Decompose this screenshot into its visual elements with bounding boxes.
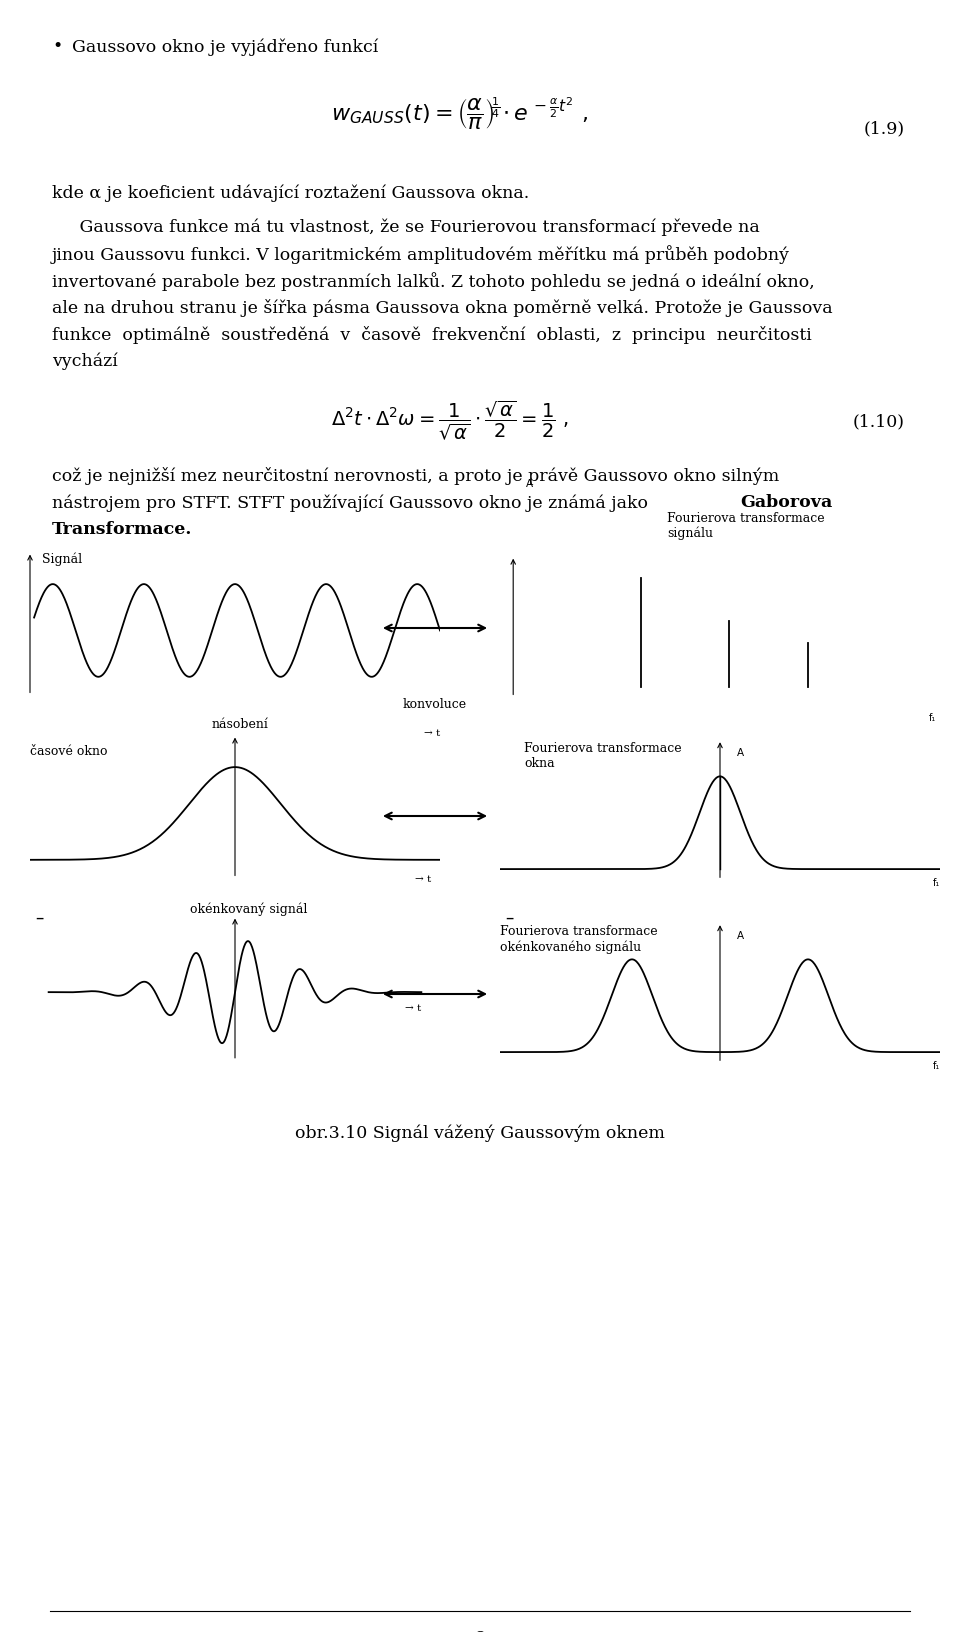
Text: vychází: vychází [52, 353, 118, 370]
Text: → t: → t [405, 1004, 421, 1012]
Text: časové okno: časové okno [30, 744, 108, 757]
Text: A: A [526, 478, 534, 490]
Text: Gaussova funkce má tu vlastnost, že se Fourierovou transformací převede na: Gaussova funkce má tu vlastnost, že se F… [52, 217, 759, 235]
Text: Fourierova transformace
okna: Fourierova transformace okna [524, 741, 682, 770]
Text: –: – [35, 909, 43, 927]
Text: Gaussovo okno je vyjádřeno funkcí: Gaussovo okno je vyjádřeno funkcí [72, 38, 378, 55]
Text: A: A [737, 747, 744, 757]
Text: Transformace.: Transformace. [52, 521, 192, 537]
Text: f₁: f₁ [933, 876, 940, 886]
Text: Gaborova: Gaborova [740, 494, 832, 511]
Text: •: • [52, 38, 62, 55]
Text: A: A [737, 930, 744, 940]
Text: → t: → t [423, 728, 440, 738]
Text: obr.3.10 Signál vážený Gaussovým oknem: obr.3.10 Signál vážený Gaussovým oknem [295, 1124, 665, 1142]
Text: f₁: f₁ [933, 1059, 940, 1071]
Text: okénkovaný signál: okénkovaný signál [190, 902, 307, 916]
Text: (1.10): (1.10) [853, 413, 905, 429]
Text: Fourierova transformace
signálu: Fourierova transformace signálu [667, 511, 825, 540]
Text: Fourierova transformace
okénkovaného signálu: Fourierova transformace okénkovaného sig… [500, 925, 658, 953]
Text: funkce  optimálně  soustředěná  v  časově  frekvenční  oblasti,  z  principu  ne: funkce optimálně soustředěná v časově fr… [52, 326, 812, 344]
Text: kde α je koeficient udávající roztažení Gaussova okna.: kde α je koeficient udávající roztažení … [52, 184, 529, 202]
Text: konvoluce: konvoluce [403, 697, 468, 710]
Text: jinou Gaussovu funkci. V logaritmickém amplitudovém měřítku má průběh podobný: jinou Gaussovu funkci. V logaritmickém a… [52, 245, 790, 264]
Text: –: – [505, 909, 514, 927]
Text: f₁: f₁ [928, 713, 936, 723]
Text: $\Delta^2 t \cdot \Delta^2 \omega = \dfrac{1}{\sqrt{\alpha}} \cdot \dfrac{\sqrt{: $\Delta^2 t \cdot \Delta^2 \omega = \dfr… [331, 398, 568, 442]
Text: → t: → t [415, 875, 431, 883]
Text: ale na druhou stranu je šířka pásma Gaussova okna poměrně velká. Protože je Gaus: ale na druhou stranu je šířka pásma Gaus… [52, 299, 832, 317]
Text: 8: 8 [474, 1629, 486, 1632]
Text: invertované parabole bez postranmích lalků. Z tohoto pohledu se jedná o ideální : invertované parabole bez postranmích lal… [52, 273, 815, 290]
Text: (1.9): (1.9) [864, 119, 905, 137]
Text: násobení: násobení [211, 718, 269, 731]
Text: $w_{GAUSS}(t)=\left(\dfrac{\alpha}{\pi}\right)^{\!\frac{1}{4}}\!\cdot e^{\,-\fra: $w_{GAUSS}(t)=\left(\dfrac{\alpha}{\pi}\… [331, 95, 588, 132]
Text: Signál: Signál [42, 552, 83, 566]
Text: nástrojem pro STFT. STFT používající Gaussovo okno je známá jako: nástrojem pro STFT. STFT používající Gau… [52, 494, 654, 511]
Text: což je nejnižší mez neurčitostní nerovnosti, a proto je právě Gaussovo okno siln: což je nejnižší mez neurčitostní nerovno… [52, 467, 780, 485]
